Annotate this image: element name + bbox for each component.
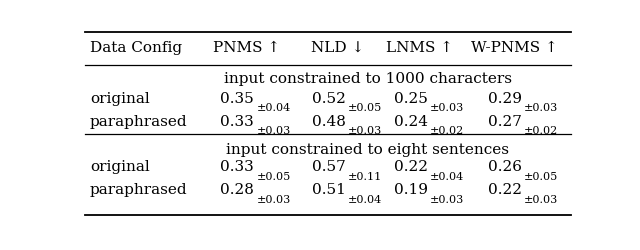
- Text: ±0.03: ±0.03: [256, 126, 291, 136]
- Text: 0.24: 0.24: [394, 114, 428, 128]
- Text: 0.28: 0.28: [220, 183, 254, 196]
- Text: 0.29: 0.29: [488, 91, 522, 105]
- Text: NLD ↓: NLD ↓: [311, 40, 365, 54]
- Text: paraphrased: paraphrased: [90, 183, 188, 196]
- Text: 0.52: 0.52: [312, 91, 346, 105]
- Text: ±0.03: ±0.03: [256, 194, 291, 204]
- Text: ±0.04: ±0.04: [256, 103, 291, 113]
- Text: 0.48: 0.48: [312, 114, 346, 128]
- Text: input constrained to 1000 characters: input constrained to 1000 characters: [224, 72, 512, 86]
- Text: 0.33: 0.33: [220, 114, 254, 128]
- Text: 0.33: 0.33: [220, 160, 254, 173]
- Text: 0.25: 0.25: [394, 91, 428, 105]
- Text: ±0.03: ±0.03: [430, 103, 464, 113]
- Text: ±0.03: ±0.03: [524, 103, 559, 113]
- Text: 0.22: 0.22: [394, 160, 428, 173]
- Text: LNMS ↑: LNMS ↑: [387, 40, 453, 54]
- Text: 0.51: 0.51: [312, 183, 346, 196]
- Text: 0.26: 0.26: [488, 160, 522, 173]
- Text: W-PNMS ↑: W-PNMS ↑: [470, 40, 557, 54]
- Text: ±0.03: ±0.03: [430, 194, 464, 204]
- Text: ±0.04: ±0.04: [348, 194, 382, 204]
- Text: PNMS ↑: PNMS ↑: [212, 40, 280, 54]
- Text: input constrained to eight sentences: input constrained to eight sentences: [226, 142, 509, 156]
- Text: ±0.03: ±0.03: [348, 126, 382, 136]
- Text: original: original: [90, 160, 150, 173]
- Text: 0.19: 0.19: [394, 183, 428, 196]
- Text: ±0.05: ±0.05: [348, 103, 382, 113]
- Text: original: original: [90, 91, 150, 105]
- Text: ±0.02: ±0.02: [430, 126, 464, 136]
- Text: ±0.05: ±0.05: [256, 171, 291, 181]
- Text: paraphrased: paraphrased: [90, 114, 188, 128]
- Text: ±0.05: ±0.05: [524, 171, 559, 181]
- Text: ±0.02: ±0.02: [524, 126, 559, 136]
- Text: Data Config: Data Config: [90, 40, 182, 54]
- Text: 0.27: 0.27: [488, 114, 522, 128]
- Text: 0.57: 0.57: [312, 160, 346, 173]
- Text: ±0.03: ±0.03: [524, 194, 559, 204]
- Text: ±0.04: ±0.04: [430, 171, 464, 181]
- Text: 0.22: 0.22: [488, 183, 522, 196]
- Text: ±0.11: ±0.11: [348, 171, 382, 181]
- Text: 0.35: 0.35: [220, 91, 254, 105]
